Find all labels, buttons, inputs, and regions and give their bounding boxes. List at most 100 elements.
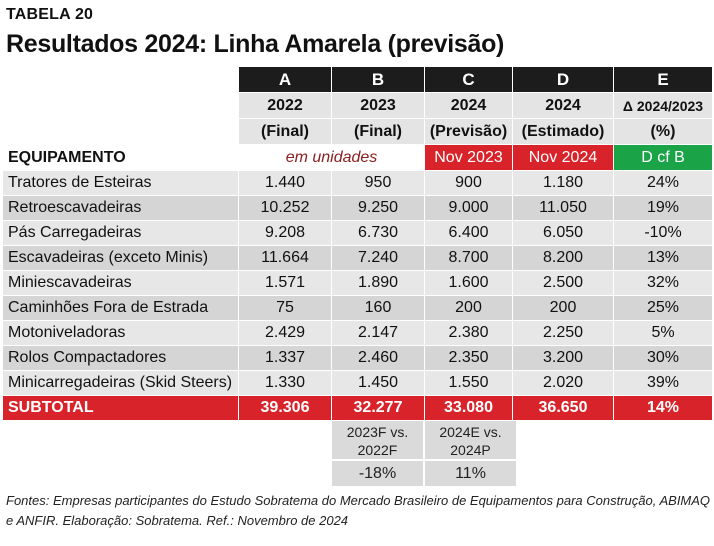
equipment-name: Caminhões Fora de Estrada bbox=[2, 295, 239, 321]
reference-d: Nov 2024 bbox=[512, 144, 614, 171]
table-row: Pás Carregadeiras 9.208 6.730 6.400 6.050 -10… bbox=[2, 220, 713, 246]
column-letter-d: D bbox=[512, 66, 614, 93]
value-cell-c: 2.380 bbox=[424, 320, 513, 346]
column-year-e: Δ 2024/2023 bbox=[613, 92, 713, 119]
column-sub-e: (%) bbox=[613, 118, 713, 145]
value-cell-c: 9.000 bbox=[424, 195, 513, 221]
subtotal-row: SUBTOTAL 39.306 32.277 33.080 36.650 14% bbox=[2, 395, 713, 421]
comparison-1-line1: 2023F vs. bbox=[346, 424, 409, 440]
table-row: Escavadeiras (exceto Minis) 11.664 7.240 8.… bbox=[2, 245, 713, 271]
comparison-2-header: 2024E vs. 2024P bbox=[424, 420, 517, 460]
subtotal-label: SUBTOTAL bbox=[2, 395, 239, 421]
value-cell-e: 19% bbox=[613, 195, 713, 221]
value-cell-b: 9.250 bbox=[331, 195, 425, 221]
column-sub-c: (Previsão) bbox=[424, 118, 513, 145]
column-letter-a: A bbox=[238, 66, 332, 93]
value-cell-c: 900 bbox=[424, 170, 513, 196]
column-letter-c: C bbox=[424, 66, 513, 93]
value-cell-d: 8.200 bbox=[512, 245, 614, 271]
value-cell-d: 2.500 bbox=[512, 270, 614, 296]
table-row: Motoniveladoras 2.429 2.147 2.380 2.250 5% bbox=[2, 320, 713, 346]
table-row: Retroescavadeiras 10.252 9.250 9.000 11.050 1… bbox=[2, 195, 713, 221]
value-cell-c: 6.400 bbox=[424, 220, 513, 246]
value-cell-b: 7.240 bbox=[331, 245, 425, 271]
value-cell-a: 1.440 bbox=[238, 170, 332, 196]
value-cell-c: 1.550 bbox=[424, 370, 513, 396]
subtotal-value-c: 33.080 bbox=[424, 395, 513, 421]
value-cell-a: 11.664 bbox=[238, 245, 332, 271]
table-number-label: TABELA 20 bbox=[6, 6, 94, 23]
value-cell-c: 200 bbox=[424, 295, 513, 321]
table-row: Rolos Compactadores 1.337 2.460 2.350 3.200 3… bbox=[2, 345, 713, 371]
value-cell-a: 9.208 bbox=[238, 220, 332, 246]
table-row: Minicarregadeiras (Skid Steers) 1.330 1.45… bbox=[2, 370, 713, 396]
column-sub-b: (Final) bbox=[331, 118, 425, 145]
equipment-name: Pás Carregadeiras bbox=[2, 220, 239, 246]
comparison-2-line2: 2024P bbox=[450, 442, 491, 458]
equipment-header: EQUIPAMENTO bbox=[2, 144, 239, 171]
table-row: Tratores de Esteiras 1.440 950 900 1.180 24% bbox=[2, 170, 713, 196]
value-cell-e: 25% bbox=[613, 295, 713, 321]
value-cell-d: 1.180 bbox=[512, 170, 614, 196]
subtotal-value-e: 14% bbox=[613, 395, 713, 421]
reference-e: D cf B bbox=[613, 144, 713, 171]
table-row: Caminhões Fora de Estrada 75 160 200 200 25% bbox=[2, 295, 713, 321]
sources-note: Fontes: Empresas participantes do Estudo… bbox=[6, 493, 711, 528]
value-cell-e: -10% bbox=[613, 220, 713, 246]
column-sub-row: (Final) (Final) (Previsão) (Estimado) (%… bbox=[2, 118, 713, 145]
table-row: Miniescavadeiras 1.571 1.890 1.600 2.500 32% bbox=[2, 270, 713, 296]
value-cell-a: 2.429 bbox=[238, 320, 332, 346]
equipment-name: Tratores de Esteiras bbox=[2, 170, 239, 196]
comparison-1-header: 2023F vs. 2022F bbox=[331, 420, 424, 460]
value-cell-d: 200 bbox=[512, 295, 614, 321]
column-sub-a: (Final) bbox=[238, 118, 332, 145]
equipment-name: Miniescavadeiras bbox=[2, 270, 239, 296]
value-cell-e: 5% bbox=[613, 320, 713, 346]
column-letter-row: A B C D E bbox=[2, 66, 713, 93]
column-year-d: 2024 bbox=[512, 92, 614, 119]
value-cell-e: 39% bbox=[613, 370, 713, 396]
equipment-name: Retroescavadeiras bbox=[2, 195, 239, 221]
value-cell-b: 1.890 bbox=[331, 270, 425, 296]
value-cell-a: 1.337 bbox=[238, 345, 332, 371]
comparison-1-line2: 2022F bbox=[357, 442, 398, 458]
equipment-name: Escavadeiras (exceto Minis) bbox=[2, 245, 239, 271]
comparison-1-value: -18% bbox=[331, 460, 424, 487]
column-year-c: 2024 bbox=[424, 92, 513, 119]
value-cell-b: 2.147 bbox=[331, 320, 425, 346]
value-cell-d: 2.020 bbox=[512, 370, 614, 396]
results-table: A B C D E 2022 2023 2024 2024 Δ 2024/202… bbox=[2, 66, 713, 421]
value-cell-b: 2.460 bbox=[331, 345, 425, 371]
value-cell-d: 6.050 bbox=[512, 220, 614, 246]
column-letter-b: B bbox=[331, 66, 425, 93]
value-cell-d: 3.200 bbox=[512, 345, 614, 371]
value-cell-a: 1.330 bbox=[238, 370, 332, 396]
units-row: EQUIPAMENTO em unidades Nov 2023 Nov 202… bbox=[2, 144, 713, 171]
value-cell-a: 75 bbox=[238, 295, 332, 321]
column-letter-e: E bbox=[613, 66, 713, 93]
value-cell-e: 13% bbox=[613, 245, 713, 271]
value-cell-a: 1.571 bbox=[238, 270, 332, 296]
column-year-a: 2022 bbox=[238, 92, 332, 119]
comparison-2-value: 11% bbox=[424, 460, 517, 487]
value-cell-b: 6.730 bbox=[331, 220, 425, 246]
equipment-name: Rolos Compactadores bbox=[2, 345, 239, 371]
equipment-name: Motoniveladoras bbox=[2, 320, 239, 346]
value-cell-b: 950 bbox=[331, 170, 425, 196]
reference-c: Nov 2023 bbox=[424, 144, 513, 171]
value-cell-b: 160 bbox=[331, 295, 425, 321]
units-label: em unidades bbox=[238, 144, 425, 171]
subtotal-value-a: 39.306 bbox=[238, 395, 332, 421]
value-cell-e: 32% bbox=[613, 270, 713, 296]
column-year-row: 2022 2023 2024 2024 Δ 2024/2023 bbox=[2, 92, 713, 119]
value-cell-b: 1.450 bbox=[331, 370, 425, 396]
column-sub-d: (Estimado) bbox=[512, 118, 614, 145]
value-cell-a: 10.252 bbox=[238, 195, 332, 221]
value-cell-e: 30% bbox=[613, 345, 713, 371]
comparison-2-line1: 2024E vs. bbox=[439, 424, 502, 440]
value-cell-c: 8.700 bbox=[424, 245, 513, 271]
value-cell-d: 2.250 bbox=[512, 320, 614, 346]
page-title: Resultados 2024: Linha Amarela (previsão… bbox=[6, 30, 505, 58]
column-year-b: 2023 bbox=[331, 92, 425, 119]
value-cell-d: 11.050 bbox=[512, 195, 614, 221]
